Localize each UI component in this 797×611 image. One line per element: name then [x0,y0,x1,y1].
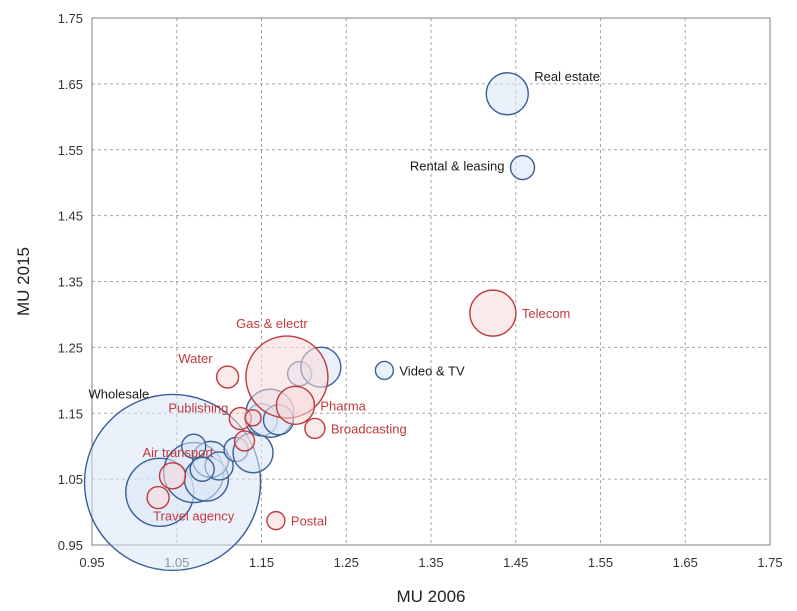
bubble-real-estate [485,72,529,116]
x-tick-label: 1.25 [334,555,359,570]
plot-area-frame [91,17,771,546]
y-tick-label: 1.75 [58,11,83,26]
y-tick-label: 1.15 [58,406,83,421]
bubble-rental-leasing [509,154,536,181]
bubble [244,409,262,427]
bubble-label: Gas & electr [236,316,308,331]
bubble-travel-agency [146,485,170,510]
y-tick-label: 1.35 [58,275,83,290]
x-tick-label: 1.15 [249,555,274,570]
x-tick-label: 1.65 [673,555,698,570]
y-tick-label: 1.05 [58,472,83,487]
bubble-labels: Wholesale Video & TV Real estate Rental & l… [89,69,601,529]
bubble-label: Broadcasting [331,421,407,436]
bubble-label: Publishing [168,401,228,416]
bubble-pharma [275,385,316,426]
y-tick-label: 1.25 [58,340,83,355]
bubble-telecom [469,289,517,337]
bubble-label: Real estate [534,69,600,84]
x-tick-label: 1.45 [503,555,528,570]
bubble-label: Video & TV [399,363,465,378]
y-tick-label: 0.95 [58,538,83,553]
bubble-label: Pharma [320,398,366,413]
bubble-broadcasting [304,417,326,440]
x-tick-label: 1.35 [418,555,443,570]
bubble [189,456,215,482]
bubble-label: Telecom [522,306,570,321]
bubble-label: Wholesale [89,386,150,401]
bubble [180,433,207,459]
bubble [233,430,256,452]
y-tick-label: 1.65 [58,77,83,92]
x-tick-label: 1.75 [757,555,782,570]
bubble-label: Rental & leasing [410,159,505,174]
bubble-label: Air transport [143,445,214,460]
y-tick-label: 1.55 [58,143,83,158]
bubble-postal [266,510,286,531]
x-tick-label: 0.95 [79,555,104,570]
y-tick-label: 1.45 [58,209,83,224]
bubble-label: Postal [291,514,327,529]
x-tick-label: 1.55 [588,555,613,570]
x-axis-title: MU 2006 [397,587,466,606]
bubble-air-transport [158,462,187,490]
bubble-video-tv [374,360,395,381]
y-axis-title: MU 2015 [14,247,33,316]
bubble-water [215,365,240,389]
bubble-label: Water [178,351,213,366]
bubble-label: Travel agency [153,509,235,524]
bubbles [83,72,536,572]
